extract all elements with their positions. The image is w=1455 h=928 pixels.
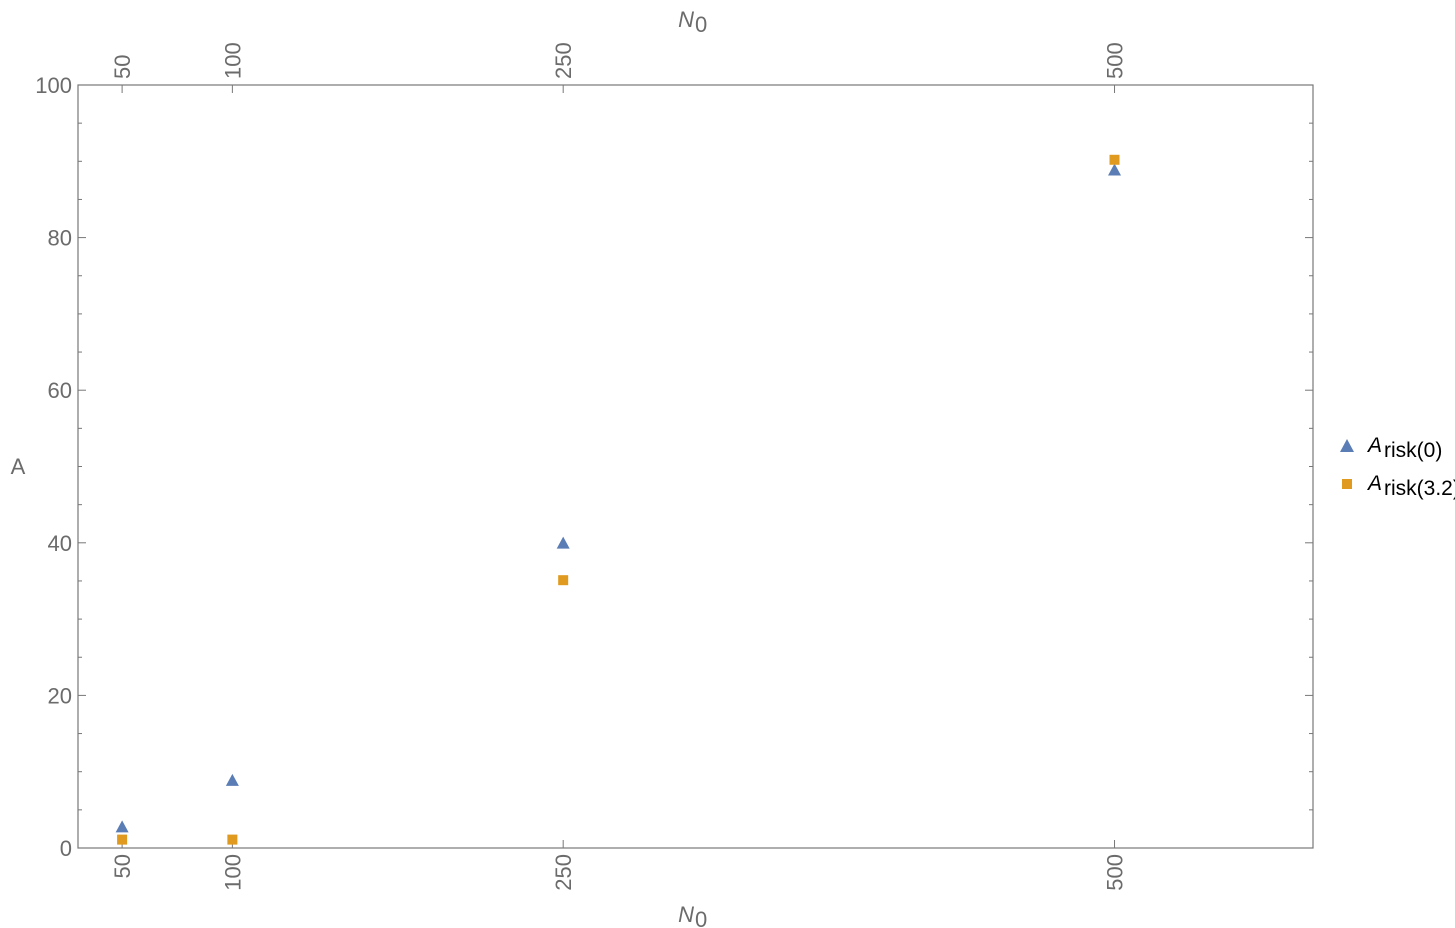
data-point-series-2-square [227, 834, 238, 845]
y-tick-label: 60 [48, 378, 72, 403]
data-point-series-1-triangle [115, 820, 129, 833]
x-axis-title-top-subscript: 0 [695, 12, 707, 37]
x-tick-label-bottom: 100 [220, 854, 245, 891]
legend-marker-square [1342, 479, 1352, 489]
data-point-series-1-triangle [1108, 163, 1122, 176]
x-axis-title-bottom-subscript: 0 [695, 907, 707, 928]
y-axis-title: A [11, 454, 26, 479]
legend-label-series-1: A [1366, 434, 1382, 457]
legend-marker-triangle [1340, 439, 1354, 452]
y-tick-label: 40 [48, 531, 72, 556]
x-tick-label-bottom: 250 [551, 854, 576, 891]
x-tick-label-top: 100 [220, 42, 245, 79]
y-tick-label: 80 [48, 226, 72, 251]
data-point-series-2-square [558, 575, 569, 586]
x-tick-label-top: 500 [1103, 42, 1128, 79]
legend-sublabel-series-1: risk(0) [1384, 439, 1442, 462]
y-tick-label: 20 [48, 683, 72, 708]
ticks-layer: 0 20 40 60 80 100 50 50 100 100 250 250 500 500 [35, 42, 1313, 891]
data-point-series-1-triangle [225, 773, 239, 786]
x-tick-label-bottom: 50 [110, 854, 135, 878]
x-tick-label-top: 250 [551, 42, 576, 79]
y-tick-label: 100 [35, 73, 72, 98]
legend-label-series-2: A [1366, 472, 1382, 495]
data-point-series-1-triangle [556, 536, 570, 549]
plot-frame [77, 84, 1314, 849]
x-axis-title-bottom: N [678, 902, 694, 927]
legend: A risk(0) A risk(3.2) [1340, 434, 1455, 500]
y-tick-label: 0 [60, 836, 72, 861]
x-tick-label-top: 50 [110, 55, 135, 79]
x-axis-title-top: N [678, 7, 694, 32]
data-point-series-2-square [117, 834, 128, 845]
x-tick-label-bottom: 500 [1103, 854, 1128, 891]
marks-layer [115, 154, 1122, 845]
legend-sublabel-series-2: risk(3.2) [1384, 477, 1455, 500]
data-point-series-2-square [1109, 154, 1120, 165]
